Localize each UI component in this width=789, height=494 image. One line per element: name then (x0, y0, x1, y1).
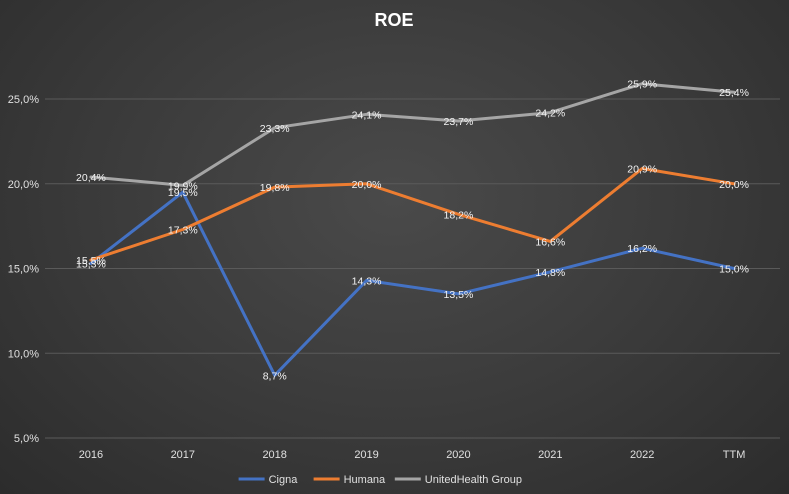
data-label-cigna: 13,5% (444, 289, 474, 301)
data-label-unitedhealth-group: 25,4% (719, 87, 749, 99)
data-label-unitedhealth-group: 20,4% (76, 172, 106, 184)
series-line-cigna (89, 190, 736, 377)
legend: Cigna Humana UnitedHealth Group (238, 474, 522, 486)
gridlines (45, 98, 780, 439)
data-label-humana: 17,3% (168, 225, 198, 237)
y-axis: 5,0% 10,0% 15,0% 20,0% 25,0% (8, 94, 39, 445)
series-line-humana (89, 167, 736, 262)
legend-label-unitedhealth-group: UnitedHealth Group (425, 474, 522, 486)
legend-label-humana: Humana (344, 474, 386, 486)
x-tick-label: 2019 (354, 449, 378, 461)
x-tick-label: 2016 (79, 449, 103, 461)
data-labels: 15,3% 19,5% 8,7% 14,3% 13,5% 14,8% 16,2% 15,0% 1… (76, 79, 749, 383)
x-tick-label: 2022 (630, 449, 654, 461)
y-tick-label: 10,0% (8, 348, 39, 360)
x-tick-label: 2017 (171, 449, 195, 461)
data-label-humana: 16,6% (535, 236, 565, 248)
x-tick-label: 2018 (262, 449, 286, 461)
y-tick-label: 25,0% (8, 94, 39, 106)
data-label-cigna: 14,3% (352, 275, 382, 287)
series-line-unitedhealth-group (89, 82, 736, 187)
data-label-humana: 20,9% (627, 163, 657, 175)
x-tick-label: 2021 (538, 449, 562, 461)
data-label-humana: 20,0% (352, 179, 382, 191)
x-axis: 2016 2017 2018 2019 2020 2021 2022 TTM (79, 449, 746, 461)
data-label-unitedhealth-group: 25,9% (627, 79, 657, 91)
data-label-humana: 19,8% (260, 182, 290, 194)
data-label-cigna: 8,7% (263, 370, 287, 382)
series-lines (89, 82, 736, 377)
chart-title: ROE (374, 10, 413, 30)
data-label-humana: 18,2% (444, 209, 474, 221)
data-label-unitedhealth-group: 24,1% (352, 109, 382, 121)
x-tick-label: 2020 (446, 449, 470, 461)
data-label-cigna: 14,8% (535, 267, 565, 279)
y-tick-label: 5,0% (14, 433, 39, 445)
y-tick-label: 20,0% (8, 179, 39, 191)
data-label-cigna: 16,2% (627, 243, 657, 255)
data-label-unitedhealth-group: 23,3% (260, 123, 290, 135)
data-label-cigna: 19,5% (168, 187, 198, 199)
data-label-cigna: 15,3% (76, 258, 106, 270)
data-label-humana: 15,5% (76, 255, 106, 267)
data-label-unitedhealth-group: 19,9% (168, 180, 198, 192)
data-label-humana: 20,0% (719, 179, 749, 191)
x-tick-label: TTM (723, 449, 746, 461)
y-tick-label: 15,0% (8, 264, 39, 276)
legend-label-cigna: Cigna (269, 474, 299, 486)
data-label-unitedhealth-group: 24,2% (535, 108, 565, 120)
data-label-unitedhealth-group: 23,7% (444, 116, 474, 128)
data-label-cigna: 15,0% (719, 264, 749, 276)
